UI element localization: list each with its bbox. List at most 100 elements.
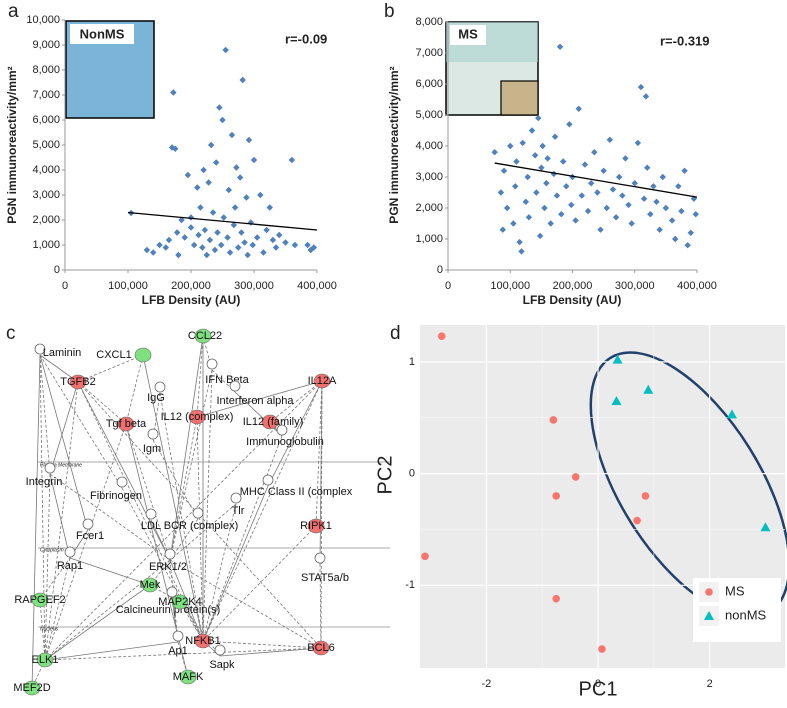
point (659, 173, 666, 181)
edge (44, 423, 127, 661)
legend-label: MS (725, 583, 745, 598)
inset-subimage (500, 80, 539, 116)
y-tick-label: 5,000 (32, 139, 60, 151)
point (244, 251, 251, 259)
point (647, 211, 654, 218)
y-tick-label: 7,000 (32, 89, 60, 101)
edge (169, 559, 322, 649)
point (231, 204, 239, 211)
point (206, 236, 214, 244)
point (421, 552, 429, 561)
node (141, 577, 159, 593)
point (239, 76, 246, 84)
edge (320, 380, 323, 649)
point (587, 180, 595, 187)
node (116, 476, 128, 488)
point (181, 234, 188, 241)
node (145, 508, 157, 520)
point (516, 238, 523, 246)
point (195, 231, 202, 239)
point (143, 246, 151, 254)
point (653, 198, 660, 205)
point (437, 332, 446, 340)
node-label: IgG (147, 392, 165, 404)
point (558, 211, 565, 218)
annotation: r=-0.319 (660, 33, 710, 48)
edge (44, 380, 323, 661)
point (276, 231, 283, 239)
node-label: IL12 (family) (243, 416, 304, 428)
region-label: Plasma Membrane (40, 462, 82, 468)
edge (49, 381, 79, 475)
edge (44, 473, 51, 661)
node-label: IL12 (complex) (161, 411, 234, 423)
node (214, 644, 226, 656)
inset-label: MS (458, 26, 478, 41)
x-tick-label: 2 (707, 678, 713, 690)
point (513, 158, 520, 165)
edge (196, 335, 204, 418)
node-label: Tgf beta (106, 418, 147, 430)
edge (39, 354, 89, 531)
node-label: Fibrinogen (90, 490, 142, 502)
edge (202, 525, 317, 642)
edge (179, 601, 221, 657)
point (572, 217, 579, 224)
edge (142, 354, 204, 642)
point (641, 492, 650, 500)
panel-label: d (390, 323, 401, 344)
edge (159, 392, 204, 642)
point (524, 173, 531, 181)
point (547, 220, 554, 227)
edge (77, 381, 171, 561)
point (250, 156, 258, 164)
node (23, 680, 41, 696)
point (205, 179, 212, 186)
point (282, 239, 289, 246)
point (243, 194, 250, 201)
point (218, 241, 225, 249)
node-label: BCL6 (307, 642, 335, 654)
node (82, 518, 94, 530)
edge (44, 559, 171, 661)
point (178, 216, 185, 224)
edge (125, 423, 171, 561)
node (179, 669, 197, 685)
y-tick-label: 9,000 (32, 39, 60, 51)
edge (44, 381, 79, 661)
node-label: Mek (140, 579, 161, 591)
node (192, 507, 204, 519)
point (678, 207, 685, 215)
y-tick-label: 6,000 (415, 78, 443, 90)
point (245, 136, 253, 144)
node-label: Laminin (43, 347, 82, 359)
point (213, 159, 220, 166)
y-tick-label: 2,000 (32, 214, 60, 226)
point (241, 239, 248, 246)
point (640, 195, 648, 202)
edge (219, 647, 322, 657)
point (615, 173, 623, 181)
y-axis-label: PC2 (374, 456, 396, 495)
inset-a (65, 20, 155, 119)
x-axis-label: LFB Density (AU) (523, 293, 622, 307)
node-label: RIPK1 (300, 520, 332, 532)
region-lines (38, 461, 390, 628)
y-tick-label: 3,000 (415, 171, 443, 183)
point (684, 242, 691, 249)
y-tick-label: 10,000 (26, 14, 60, 26)
point (184, 171, 192, 179)
x-tick-label: 300,000 (615, 280, 655, 292)
node-label: ERK1/2 (149, 561, 187, 573)
x-tick-label: 0 (62, 280, 68, 292)
point (165, 236, 173, 244)
point (220, 214, 227, 221)
point (310, 244, 318, 251)
point (622, 155, 629, 162)
node (206, 358, 218, 370)
point (631, 180, 638, 187)
point (230, 221, 238, 229)
node (261, 414, 279, 430)
point (637, 83, 645, 91)
trendline (494, 162, 698, 198)
